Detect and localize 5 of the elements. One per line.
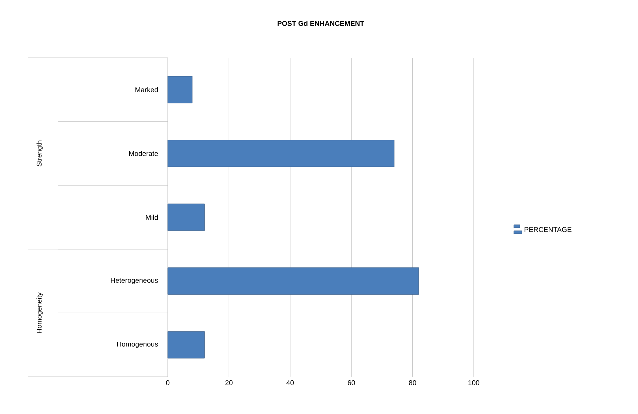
bar: [168, 268, 420, 295]
bar: [168, 204, 205, 232]
bar: [168, 331, 205, 359]
bar: [168, 76, 193, 104]
bar: [168, 140, 395, 168]
